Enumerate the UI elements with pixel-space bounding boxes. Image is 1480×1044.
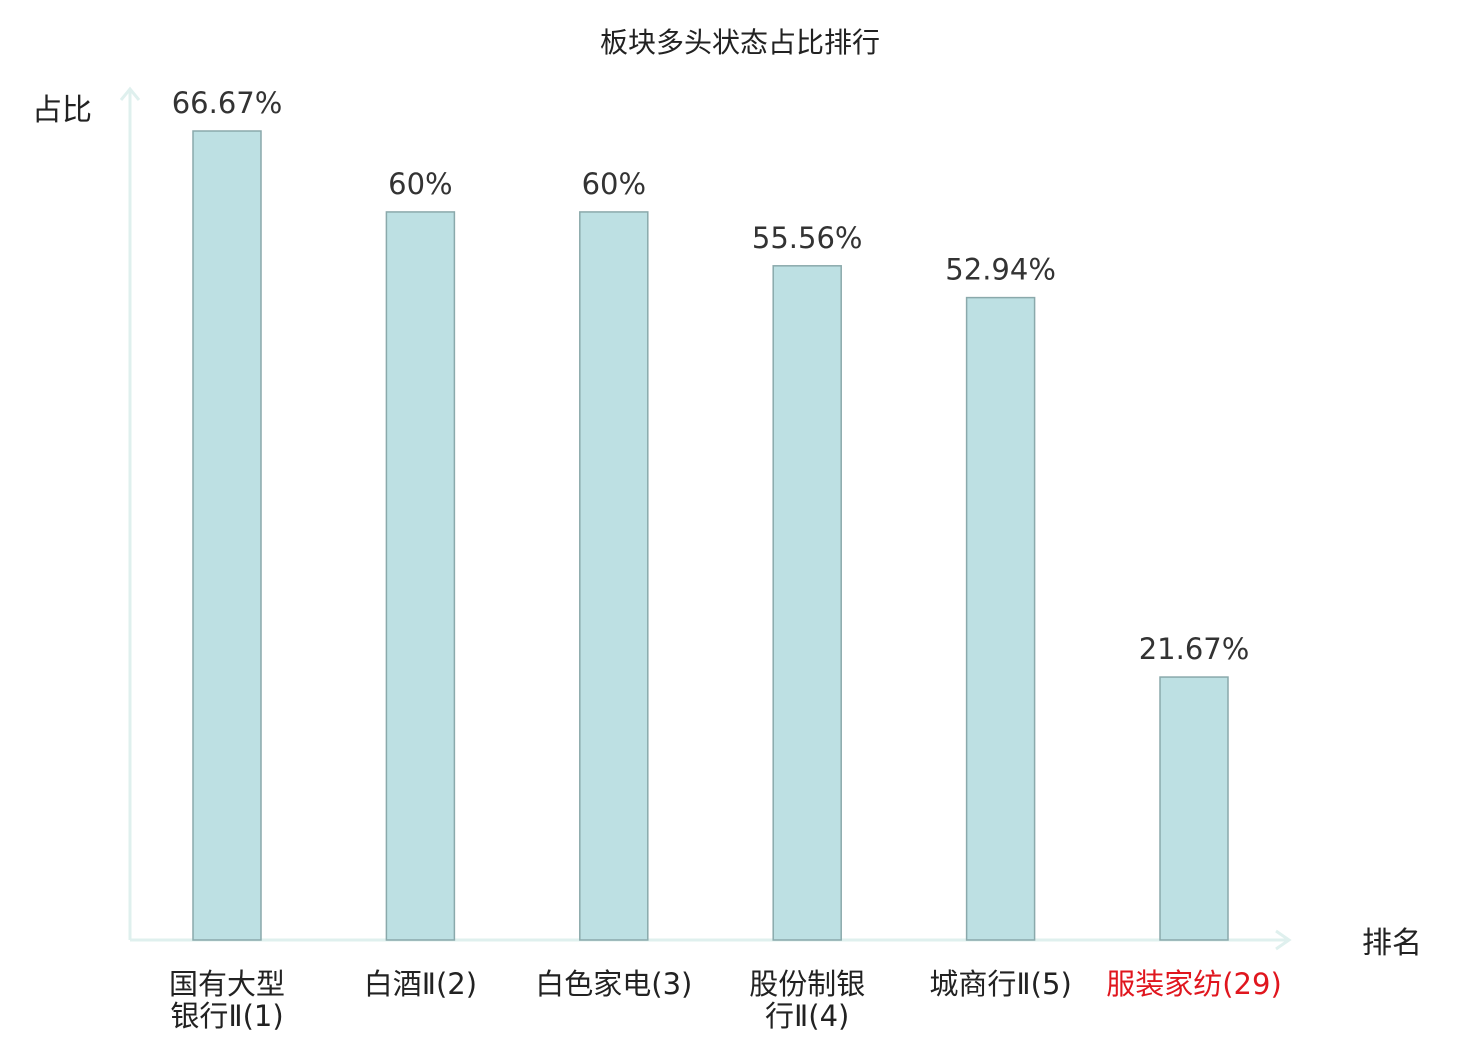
- bar: [385, 211, 456, 941]
- bar: [579, 211, 649, 941]
- chart-title: 板块多头状态占比排行: [600, 26, 880, 59]
- bar: [965, 296, 1036, 941]
- bar: [1159, 676, 1229, 941]
- data-label: 66.67%: [172, 86, 283, 120]
- axes: [119, 86, 1292, 951]
- y-axis: [119, 86, 141, 940]
- data-label: 52.94%: [945, 253, 1056, 287]
- bars: [192, 130, 1229, 941]
- tick-label: 城商行Ⅱ(5): [929, 967, 1071, 1001]
- tick-label: 白色家电(3): [535, 967, 692, 1001]
- bar: [192, 130, 262, 941]
- value-labels: 66.67% 60% 60% 55.56% 52.94% 21.67%: [172, 86, 1250, 666]
- tick-label: 国有大型银行Ⅱ(1): [169, 967, 285, 1033]
- data-label: 60%: [388, 167, 452, 201]
- x-axis-label: 排名: [1362, 926, 1422, 961]
- y-axis-label: 占比: [32, 93, 92, 128]
- tick-label: 服装家纺(29): [1106, 967, 1282, 1001]
- tick-label: 白酒Ⅱ(2): [364, 967, 477, 1001]
- category-labels: 国有大型银行Ⅱ(1) 白酒Ⅱ(2) 白色家电(3) 股份制银行Ⅱ(4) 城商行Ⅱ(5) 服…: [169, 967, 1282, 1033]
- bar: [772, 265, 842, 941]
- data-label: 55.56%: [752, 221, 863, 255]
- data-label: 21.67%: [1139, 632, 1250, 666]
- data-label: 60%: [582, 167, 646, 201]
- tick-label: 股份制银行Ⅱ(4): [749, 967, 865, 1033]
- x-axis: [130, 929, 1292, 951]
